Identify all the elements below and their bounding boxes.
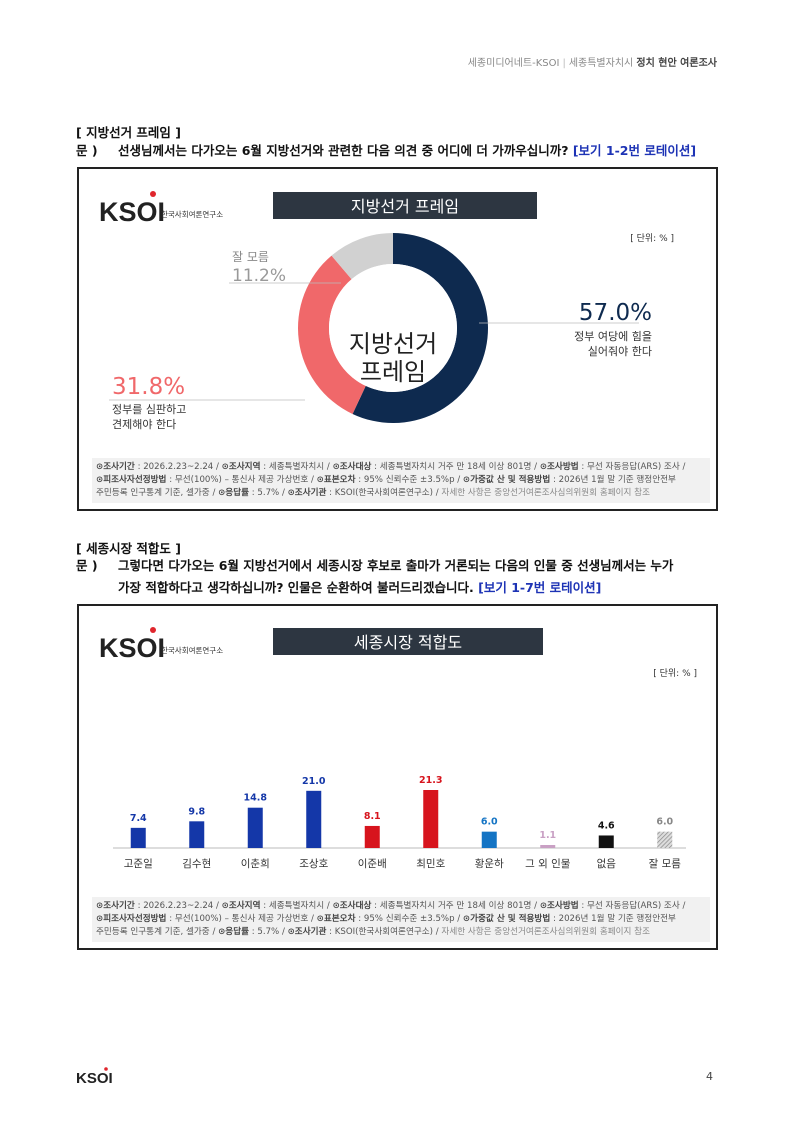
donut-center-line2: 프레임 [360,358,426,386]
slice0-label-line2: 실어줘야 한다 [588,345,652,358]
chart1-title-box [273,192,537,219]
bar-6 [481,831,497,848]
footer-logo-text: KSOI [76,1070,113,1087]
footer-logo-dot-icon [104,1067,108,1071]
bar-9 [657,831,673,848]
section2-q-mark: 문 ) [76,558,98,573]
bar-category-label-9: 잘 모름 [649,858,682,870]
bar-value-label-4: 8.1 [364,811,381,822]
section2-question-line2: 가장 적합하다고 생각하십니까? 인물은 순환하여 불러드리겠습니다. [118,580,474,595]
donut-center-line1: 지방선거 [349,330,437,358]
logo-sub: 한국사회여론연구소 [161,209,223,219]
bar-value-label-3: 21.0 [302,776,326,787]
bar-3 [306,790,322,848]
section1-q-mark: 문 ) [76,143,98,158]
logo-dot-icon-2 [150,627,156,633]
chart2-survey-note: ⊙조사기간 : 2026.2.23~2.24 / ⊙조사지역 : 세종특별자치시… [92,897,710,942]
header-left: 세종미디어네트-KSOI [467,58,560,69]
logo-text-2: KSOI [99,633,165,663]
bar-0 [130,827,146,848]
bar-chart-panel: KSOI 한국사회여론연구소 세종시장 적합도 [ 단위: % ] 7.4 고준일… [77,604,718,950]
chart2-title-box [273,628,543,655]
bar-1 [189,821,205,848]
bar-value-label-5: 21.3 [419,775,442,786]
header-bold: 정치 현안 여론조사 [636,58,717,69]
bar-value-label-2: 14.8 [244,793,268,804]
bar-value-label-8: 4.6 [598,820,615,831]
bar-8 [598,835,614,848]
bar-value-label-7: 1.1 [539,830,556,841]
chart1-title: 지방선거 프레임 [351,197,459,216]
bar-category-label-3: 조상호 [299,858,328,870]
bar-4 [364,825,380,848]
bar-value-label-9: 6.0 [656,817,673,828]
ksoi-logo: KSOI 한국사회여론연구소 [99,191,223,227]
section2-question: 문 ) 그렇다면 다가오는 6월 지방선거에서 세종시장 후보로 출마가 거론되는… [76,555,721,599]
bars-group: 7.4 고준일 9.8 김수현 14.8 이춘희 21.0 조상호 8.1 이준배 21.3 최민호 6… [124,775,681,870]
bar-chart-svg: KSOI 한국사회여론연구소 세종시장 적합도 [ 단위: % ] 7.4 고준일… [99,627,697,870]
bar-2 [247,807,263,848]
donut-chart-panel: KSOI 한국사회여론연구소 지방선거 프레임 [ 단위: % ] 57.0% … [77,167,718,511]
slice2-label: 잘 모름 [232,250,269,264]
logo-text: KSOI [99,197,165,227]
section1-title: [ 지방선거 프레임 ] [76,125,181,140]
bar-value-label-1: 9.8 [188,806,205,817]
donut-hole [329,264,457,392]
bar-category-label-4: 이준배 [358,858,387,870]
page-number: 4 [706,1070,713,1083]
bar-value-label-0: 7.4 [130,813,147,824]
section2-title: [ 세종시장 적합도 ] [76,541,181,556]
bar-7 [540,845,556,848]
header-separator: | [562,58,566,69]
bar-value-label-6: 6.0 [481,817,498,828]
chart2-unit: [ 단위: % ] [653,668,697,679]
donut-slice-0 [352,233,489,423]
section1-question: 문 ) 선생님께서는 다가오는 6월 지방선거와 관련한 다음 의견 중 어디에 … [76,140,721,162]
bar-5 [423,790,439,848]
slice2-value: 11.2% [232,266,286,286]
logo-dot-icon [150,191,156,197]
section1-rotation: [보기 1-2번 로테이션] [572,143,697,158]
slice0-label-line1: 정부 여당에 힘을 [574,330,652,343]
chart1-survey-note: ⊙조사기간 : 2026.2.23~2.24 / ⊙조사지역 : 세종특별자치시… [92,458,710,503]
bar-category-label-0: 고준일 [124,857,153,870]
donut-group [298,233,489,423]
bar-category-label-7: 그 외 인물 [525,858,571,870]
logo-sub-2: 한국사회여론연구소 [161,645,223,655]
slice0-value: 57.0% [579,300,652,326]
header-middle: 세종특별자치시 [568,58,634,69]
section1-question-text: 선생님께서는 다가오는 6월 지방선거와 관련한 다음 의견 중 어디에 더 가… [118,143,569,158]
bar-category-label-6: 황운하 [475,857,504,870]
donut-slice-1 [298,255,366,414]
slice1-label-line2: 견제해야 한다 [112,417,176,431]
slice1-label-line1: 정부를 심판하고 [112,402,186,416]
chart2-title: 세종시장 적합도 [354,633,462,652]
donut-chart-svg: KSOI 한국사회여론연구소 지방선거 프레임 [ 단위: % ] 57.0% … [99,191,674,431]
slice1-value: 31.8% [112,374,185,400]
footer-logo: KSOI [76,1067,113,1087]
bar-category-label-2: 이춘희 [241,858,270,870]
donut-slice-2 [331,233,393,280]
bar-category-label-8: 없음 [597,857,617,870]
bar-category-label-5: 최민호 [416,858,445,870]
chart1-unit: [ 단위: % ] [630,233,674,244]
section2-rotation: [보기 1-7번 로테이션] [478,580,602,595]
ksoi-logo-2: KSOI 한국사회여론연구소 [99,627,223,663]
bar-category-label-1: 김수현 [182,858,211,870]
section2-question-line1: 그렇다면 다가오는 6월 지방선거에서 세종시장 후보로 출마가 거론되는 다음… [118,558,674,573]
page-header: 세종미디어네트-KSOI | 세종특별자치시 정치 현안 여론조사 [468,54,717,69]
